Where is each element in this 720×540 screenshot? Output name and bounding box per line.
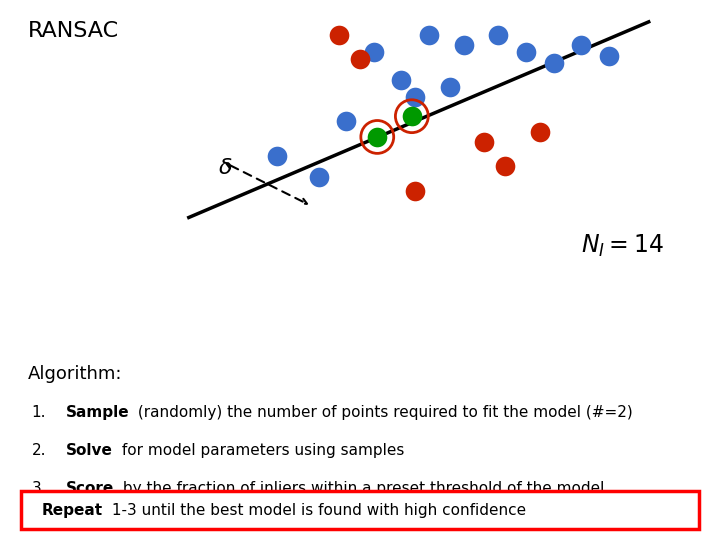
Point (406, 112, 418, 120)
Text: $N_I = 14$: $N_I = 14$ (581, 233, 664, 259)
Text: 2.: 2. (32, 443, 46, 458)
Text: Score: Score (66, 481, 114, 496)
Text: Solve: Solve (66, 443, 113, 458)
Point (500, 162, 511, 171)
Point (406, 112, 418, 120)
Point (423, 31, 435, 39)
Text: for model parameters using samples: for model parameters using samples (117, 443, 404, 458)
Point (372, 133, 383, 141)
Point (341, 117, 352, 126)
Point (410, 186, 421, 195)
Text: RANSAC: RANSAC (28, 21, 120, 41)
Point (444, 83, 456, 91)
Text: $\delta$: $\delta$ (218, 157, 233, 179)
Point (354, 55, 366, 64)
Text: 3.: 3. (32, 481, 46, 496)
Point (534, 127, 546, 136)
Point (520, 48, 531, 57)
Point (603, 51, 615, 60)
FancyBboxPatch shape (22, 491, 698, 529)
Point (312, 172, 324, 181)
Point (396, 76, 408, 84)
Text: Sample: Sample (66, 405, 130, 420)
Point (479, 138, 490, 146)
Point (271, 152, 283, 160)
Point (458, 41, 469, 50)
Point (372, 133, 383, 141)
Point (548, 58, 559, 67)
Point (410, 93, 421, 102)
Point (575, 41, 587, 50)
Text: by the fraction of inliers within a preset threshold of the model: by the fraction of inliers within a pres… (118, 481, 604, 496)
Point (368, 48, 379, 57)
Text: Algorithm:: Algorithm: (28, 365, 122, 383)
Point (492, 31, 504, 39)
Point (333, 31, 345, 39)
Text: (randomly) the number of points required to fit the model (#=2): (randomly) the number of points required… (133, 405, 633, 420)
Text: 1.: 1. (32, 405, 46, 420)
Text: 1-3 until the best model is found with high confidence: 1-3 until the best model is found with h… (107, 503, 526, 518)
Text: Repeat: Repeat (42, 503, 103, 518)
